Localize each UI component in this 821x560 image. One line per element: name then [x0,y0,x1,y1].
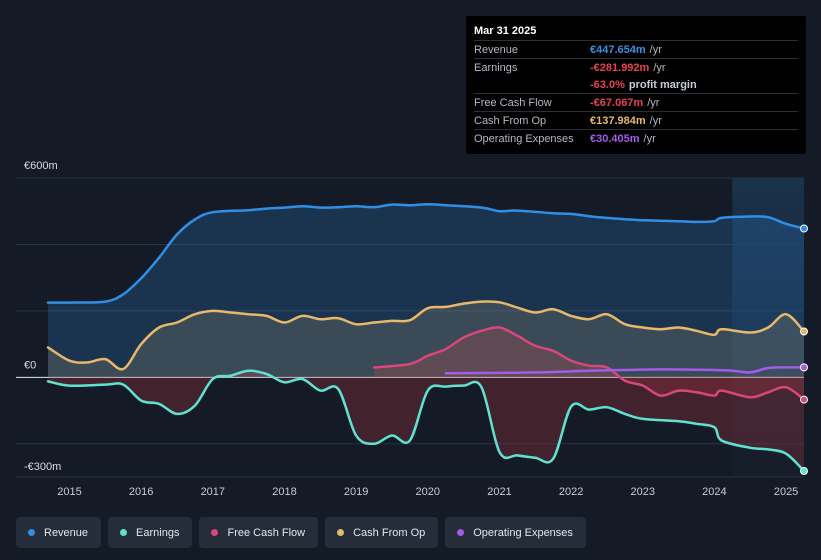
tooltip-row-cash-from-op: Cash From Op €137.984m /yr [474,111,798,129]
legend-label: Revenue [44,526,89,539]
tooltip-row-operating-expenses: Operating Expenses €30.405m /yr [474,129,798,147]
x-axis-label: 2019 [344,486,368,498]
tooltip-value: €447.654m [590,43,646,56]
tooltip-unit: profit margin [628,78,697,91]
revenue-end-marker [800,224,808,233]
revenue-line [46,202,806,304]
tooltip-value: -€67.067m [590,96,644,109]
x-axis-label: 2015 [57,486,81,498]
x-axis-label: 2020 [416,486,440,498]
operating-expenses-end-marker [800,363,808,372]
tooltip-label: Revenue [474,43,519,56]
tooltip-value: -€281.992m [590,61,650,74]
free-cash-flow-line [372,326,806,401]
free-cash-flow-end-marker [800,395,808,404]
tooltip-row-profit-margin: -63.0% profit margin [474,76,798,93]
x-axis-label: 2023 [631,486,655,498]
legend-dot-icon [120,529,128,536]
legend-dot-icon [211,529,219,536]
legend-item-cash-from-op[interactable]: Cash From Op [325,517,439,548]
legend-dot-icon [457,529,465,536]
x-axis-label: 2018 [272,486,296,498]
tooltip-row-free-cash-flow: Free Cash Flow -€67.067m /yr [474,93,798,111]
free-cash-flow-area [374,327,804,400]
tooltip-value: €30.405m [590,132,640,145]
x-axis-label: 2024 [702,486,726,498]
operating-expenses-line [444,366,806,375]
tooltip-label: Cash From Op [474,114,547,127]
y-axis-label: €0 [24,359,36,371]
x-axis-label: 2025 [774,486,798,498]
y-axis-label: -€300m [24,461,61,473]
legend-label: Operating Expenses [473,526,573,539]
earnings-line [46,369,806,473]
tooltip-value: €137.984m [590,114,646,127]
tooltip-row-revenue: Revenue €447.654m /yr [474,40,798,58]
legend-label: Free Cash Flow [227,526,306,539]
tooltip-unit: /yr [653,61,666,74]
tooltip-unit: /yr [647,96,660,109]
earnings-end-marker [800,467,808,476]
chart-legend: Revenue Earnings Free Cash Flow Cash Fro… [16,517,586,548]
tooltip-label: Free Cash Flow [474,96,552,109]
revenue-area [48,204,804,378]
legend-label: Cash From Op [353,526,426,539]
cash-from-op-line [46,300,806,371]
data-tooltip: Mar 31 2025 Revenue €447.654m /yr Earnin… [466,16,806,154]
tooltip-unit: /yr [649,43,662,56]
tooltip-unit: /yr [649,114,662,127]
legend-item-revenue[interactable]: Revenue [16,517,102,548]
tooltip-date: Mar 31 2025 [474,25,537,37]
cash-from-op-area [48,301,804,378]
legend-item-free-cash-flow[interactable]: Free Cash Flow [199,517,319,548]
earnings-area [48,370,804,471]
x-axis-label: 2022 [559,486,583,498]
cash-from-op-end-marker [800,327,808,336]
legend-dot-icon [337,529,345,536]
legend-label: Earnings [136,526,180,539]
tooltip-value: -63.0% [590,78,625,91]
tooltip-label: Earnings [474,61,518,74]
legend-item-operating-expenses[interactable]: Operating Expenses [445,517,586,548]
legend-item-earnings[interactable]: Earnings [108,517,193,548]
tooltip-row-earnings: Earnings -€281.992m /yr [474,58,798,76]
x-axis-label: 2021 [487,486,511,498]
tooltip-unit: /yr [643,132,656,145]
legend-dot-icon [28,529,35,536]
x-axis-label: 2017 [201,486,225,498]
y-axis-label: €600m [24,160,58,172]
x-axis-label: 2016 [129,486,153,498]
tooltip-label: Operating Expenses [474,132,574,145]
